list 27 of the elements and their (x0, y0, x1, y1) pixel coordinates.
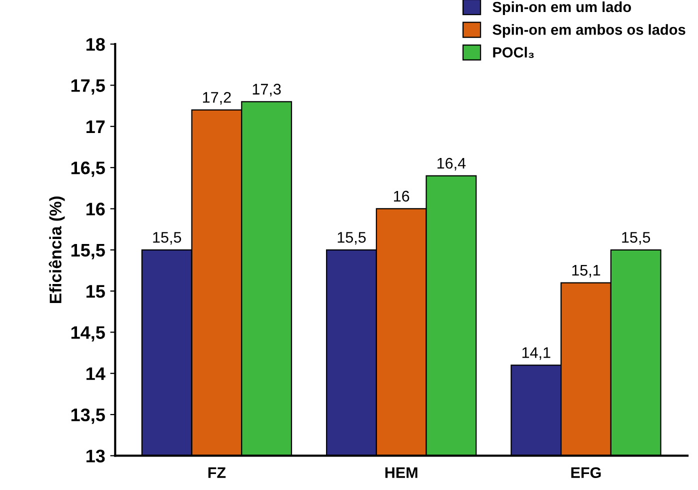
legend-label: Spin-on em um lado (492, 1, 631, 16)
data-label: 17,3 (252, 84, 281, 96)
data-label: 15,1 (572, 265, 600, 278)
data-label: 15,5 (622, 232, 650, 245)
y-tick-label: 16,5 (71, 162, 105, 177)
y-tick-label: 17,5 (71, 79, 105, 95)
x-tick-label: FZ (208, 467, 226, 478)
y-tick-label: 18 (86, 38, 105, 51)
x-tick-label: EFG (571, 467, 601, 478)
y-tick-label: 13 (86, 450, 105, 462)
data-label: 16 (394, 190, 410, 202)
y-tick-label: 15 (86, 285, 105, 298)
data-label: 16,4 (438, 158, 466, 170)
data-label: 14,1 (522, 347, 550, 360)
data-label: 15,5 (338, 232, 366, 245)
x-tick-label: HEM (385, 467, 418, 478)
data-label: 17,2 (203, 92, 231, 105)
y-tick-label: 14,5 (71, 326, 105, 342)
legend-label: Spin-on em ambos os lados (492, 24, 686, 38)
data-label: 15,5 (153, 232, 182, 245)
y-tick-label: 17 (86, 120, 105, 133)
y-tick-label: 14 (86, 368, 106, 380)
legend-label: POCl₃ (493, 46, 534, 58)
y-tick-label: 16 (86, 202, 105, 216)
y-tick-label: 13,5 (71, 408, 105, 424)
y-axis-title: Eficiência (%) (48, 196, 65, 303)
y-tick-label: 15,5 (71, 244, 105, 260)
